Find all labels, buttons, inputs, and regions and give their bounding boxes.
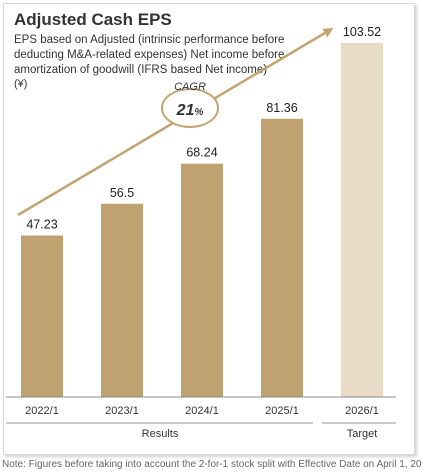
unit-label: (¥): [14, 78, 28, 90]
bar-2026-1: [341, 43, 383, 397]
cagr-label: CAGR: [174, 81, 206, 93]
chart-subtitle: EPS based on Adjusted (intrinsic perform…: [14, 34, 285, 76]
footnote: Note: Figures before taking into account…: [2, 459, 422, 470]
bar-chart: 47.23 56.5 68.24 81.36 103.52 CAGR 21% 2022/…: [6, 25, 396, 440]
data-label-2026-1: 103.52: [343, 25, 381, 39]
x-tick-label-2022-1: 2022/1: [25, 405, 59, 417]
bar-2022-1: [21, 235, 63, 397]
x-tick-label-2025-1: 2025/1: [265, 405, 299, 417]
data-label-2022-1: 47.23: [26, 217, 57, 231]
cagr-value: 21%: [176, 102, 204, 119]
cagr-number: 21: [176, 102, 195, 119]
bar-2025-1: [261, 118, 303, 397]
x-tick-label-2024-1: 2024/1: [185, 405, 219, 417]
x-tick-label-2023-1: 2023/1: [105, 405, 139, 417]
x-tick-label-2026-1: 2026/1: [345, 405, 379, 417]
cagr-ellipse: [161, 88, 219, 128]
group-label-target: Target: [347, 428, 378, 440]
data-label-2025-1: 81.36: [266, 101, 297, 115]
data-label-2024-1: 68.24: [186, 146, 217, 160]
data-label-2023-1: 56.5: [110, 186, 134, 200]
group-label-results: Results: [142, 428, 179, 440]
bar-2024-1: [181, 163, 223, 397]
bar-2023-1: [101, 203, 143, 397]
cagr-percent: %: [194, 107, 203, 118]
chart-title: Adjusted Cash EPS: [14, 10, 172, 29]
